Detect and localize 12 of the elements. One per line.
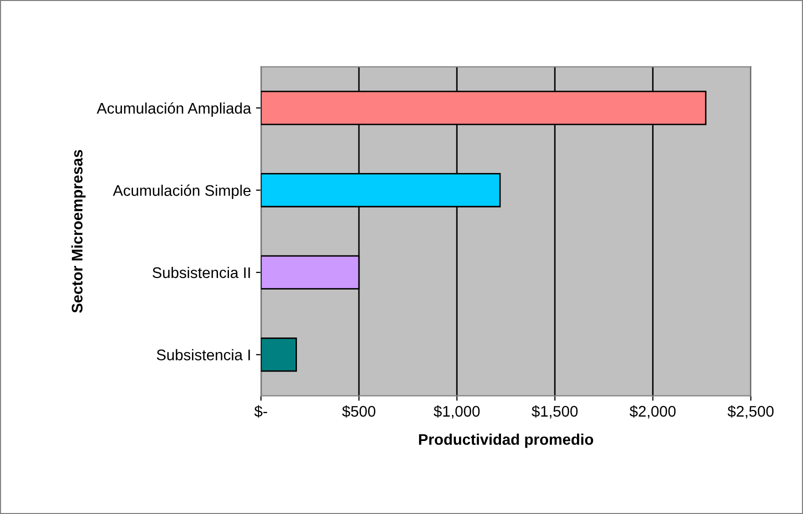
x-tick-label: $1,500	[532, 405, 578, 419]
y-tick-label: Subsistencia II	[152, 266, 250, 278]
x-tick-label: $-	[254, 405, 268, 418]
x-tick-label: $1,000	[434, 405, 480, 419]
y-tick-label: Acumulación Simple	[112, 184, 251, 199]
x-tick-label: $2,000	[630, 405, 676, 419]
x-axis-title: Productividad promedio	[419, 434, 594, 448]
y-tick-label: Subsistencia I	[156, 349, 250, 360]
x-tick-label: $500	[342, 405, 376, 418]
y-axis-title: Sector Microempresas	[71, 150, 86, 313]
x-tick-label: $2,500	[728, 405, 774, 419]
y-tick-label: Acumulación Ampliada	[96, 102, 252, 117]
